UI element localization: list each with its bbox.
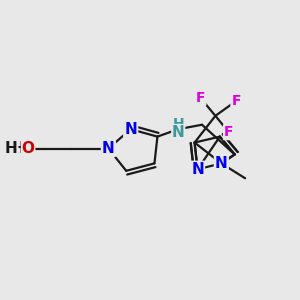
Text: N: N bbox=[215, 156, 228, 171]
Text: F: F bbox=[196, 91, 205, 105]
Text: H: H bbox=[5, 141, 18, 156]
Text: F: F bbox=[231, 94, 241, 108]
Text: N: N bbox=[102, 141, 115, 156]
Text: O: O bbox=[22, 141, 34, 156]
Text: N: N bbox=[172, 125, 184, 140]
Text: N: N bbox=[191, 162, 204, 177]
Text: N: N bbox=[124, 122, 137, 137]
Text: H: H bbox=[11, 141, 24, 156]
Text: F: F bbox=[224, 125, 233, 139]
Text: H: H bbox=[172, 117, 184, 131]
